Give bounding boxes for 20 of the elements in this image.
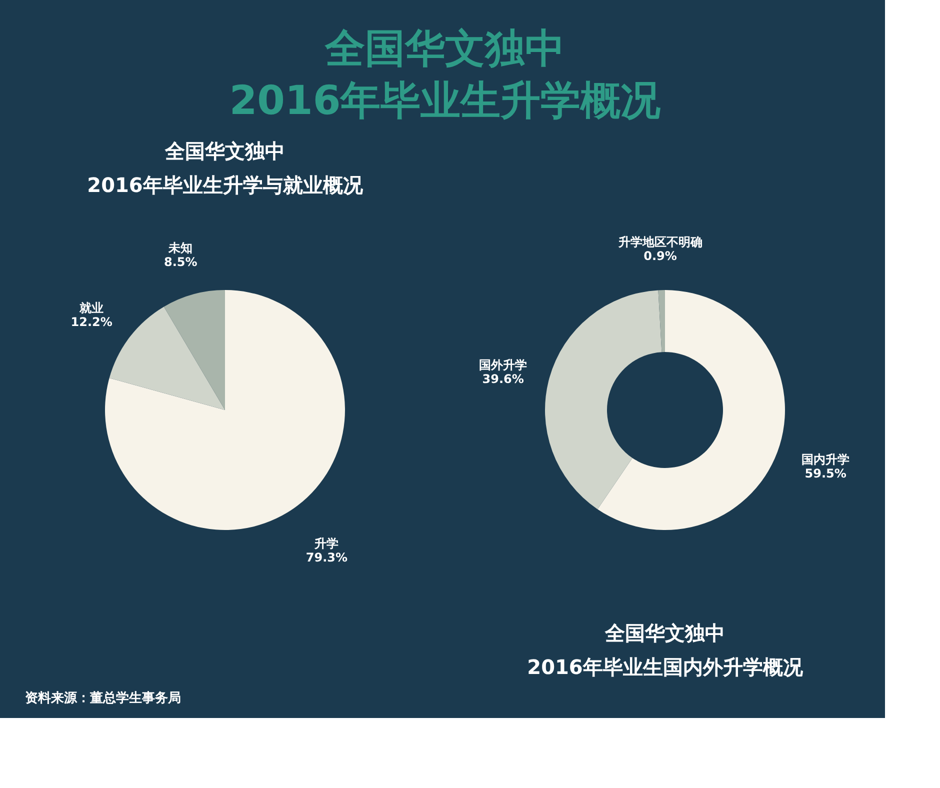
chart-subtitle: 全国华文独中 2016年毕业生升学与就业概况 xyxy=(87,139,364,197)
donut-slice xyxy=(658,290,665,352)
data-label: 59.5% xyxy=(804,466,846,480)
slice-label: 国内升学 xyxy=(802,452,850,466)
slice-label: 升学 xyxy=(314,536,339,551)
data-label: 8.5% xyxy=(164,254,198,269)
slice-label: 升学地区不明确 xyxy=(617,235,702,250)
data-label: 0.9% xyxy=(644,249,677,264)
text: 全国华文独中 2016年毕业生国内外升学概况 xyxy=(527,621,804,679)
donut-slice xyxy=(598,290,785,530)
pie-slice xyxy=(164,290,225,410)
donut-slice xyxy=(545,290,662,510)
slice-label: 未知 xyxy=(168,240,193,255)
slice-label: 国外升学 xyxy=(479,358,528,372)
text: 全国华文独中 2016年毕业生升学概况 xyxy=(229,26,661,124)
data-label: 39.6% xyxy=(482,372,524,386)
slice-label: 就业 xyxy=(78,300,104,315)
data-label: 79.3% xyxy=(306,550,348,565)
data-label: 12.2% xyxy=(70,314,112,329)
text: 资料来源：董总学生事务局 xyxy=(25,690,181,706)
